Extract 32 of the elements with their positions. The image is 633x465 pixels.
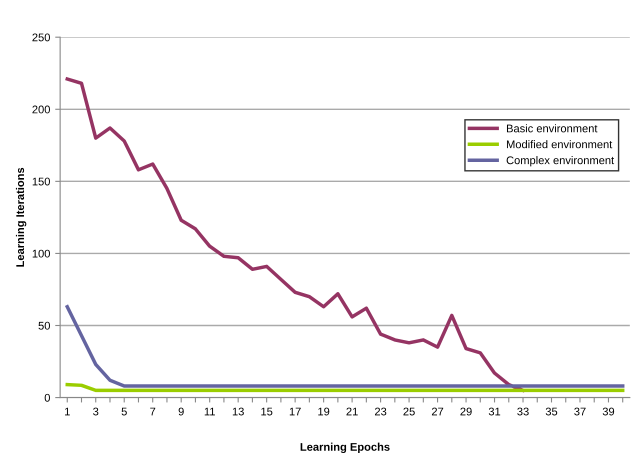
x-tick-label: 11 [204, 408, 215, 416]
x-tick-label: 37 [574, 408, 586, 416]
x-tick-label: 31 [488, 408, 500, 416]
x-tick-label: 23 [374, 408, 386, 416]
y-tick-label: 150 [32, 178, 50, 186]
x-tick-label: 35 [546, 408, 558, 416]
x-tick-label: 5 [122, 408, 127, 416]
y-tick-label: 200 [32, 106, 50, 114]
x-tick-label: 19 [318, 408, 330, 416]
x-tick-label: 13 [232, 408, 244, 416]
legend-label: Complex environment [506, 156, 614, 166]
x-axis-title: Learning Epochs [300, 442, 390, 454]
legend-label: Modified environment [506, 140, 612, 148]
x-tick-label: 21 [346, 408, 358, 416]
x-tick-label: 3 [93, 408, 98, 416]
y-axis-title: Learning Iterations [16, 168, 26, 267]
y-tick-label: 100 [32, 250, 50, 258]
x-tick-label: 33 [517, 408, 529, 416]
x-tick-label: 7 [150, 408, 156, 416]
x-tick-label: 25 [403, 408, 415, 416]
legend-label: Basic environment [506, 124, 598, 132]
x-tick-label: 27 [432, 408, 444, 416]
y-tick-label: 0 [44, 394, 50, 402]
y-tick-label: 50 [38, 322, 50, 330]
x-tick-label: 17 [290, 408, 301, 416]
line-series [66, 305, 624, 388]
x-tick-label: 39 [602, 408, 614, 416]
y-tick-label: 250 [32, 33, 50, 42]
x-tick-label: 29 [460, 408, 472, 416]
x-tick-label: 9 [178, 408, 184, 416]
x-tick-label: 1 [65, 408, 70, 416]
x-tick-label: 15 [261, 408, 272, 416]
